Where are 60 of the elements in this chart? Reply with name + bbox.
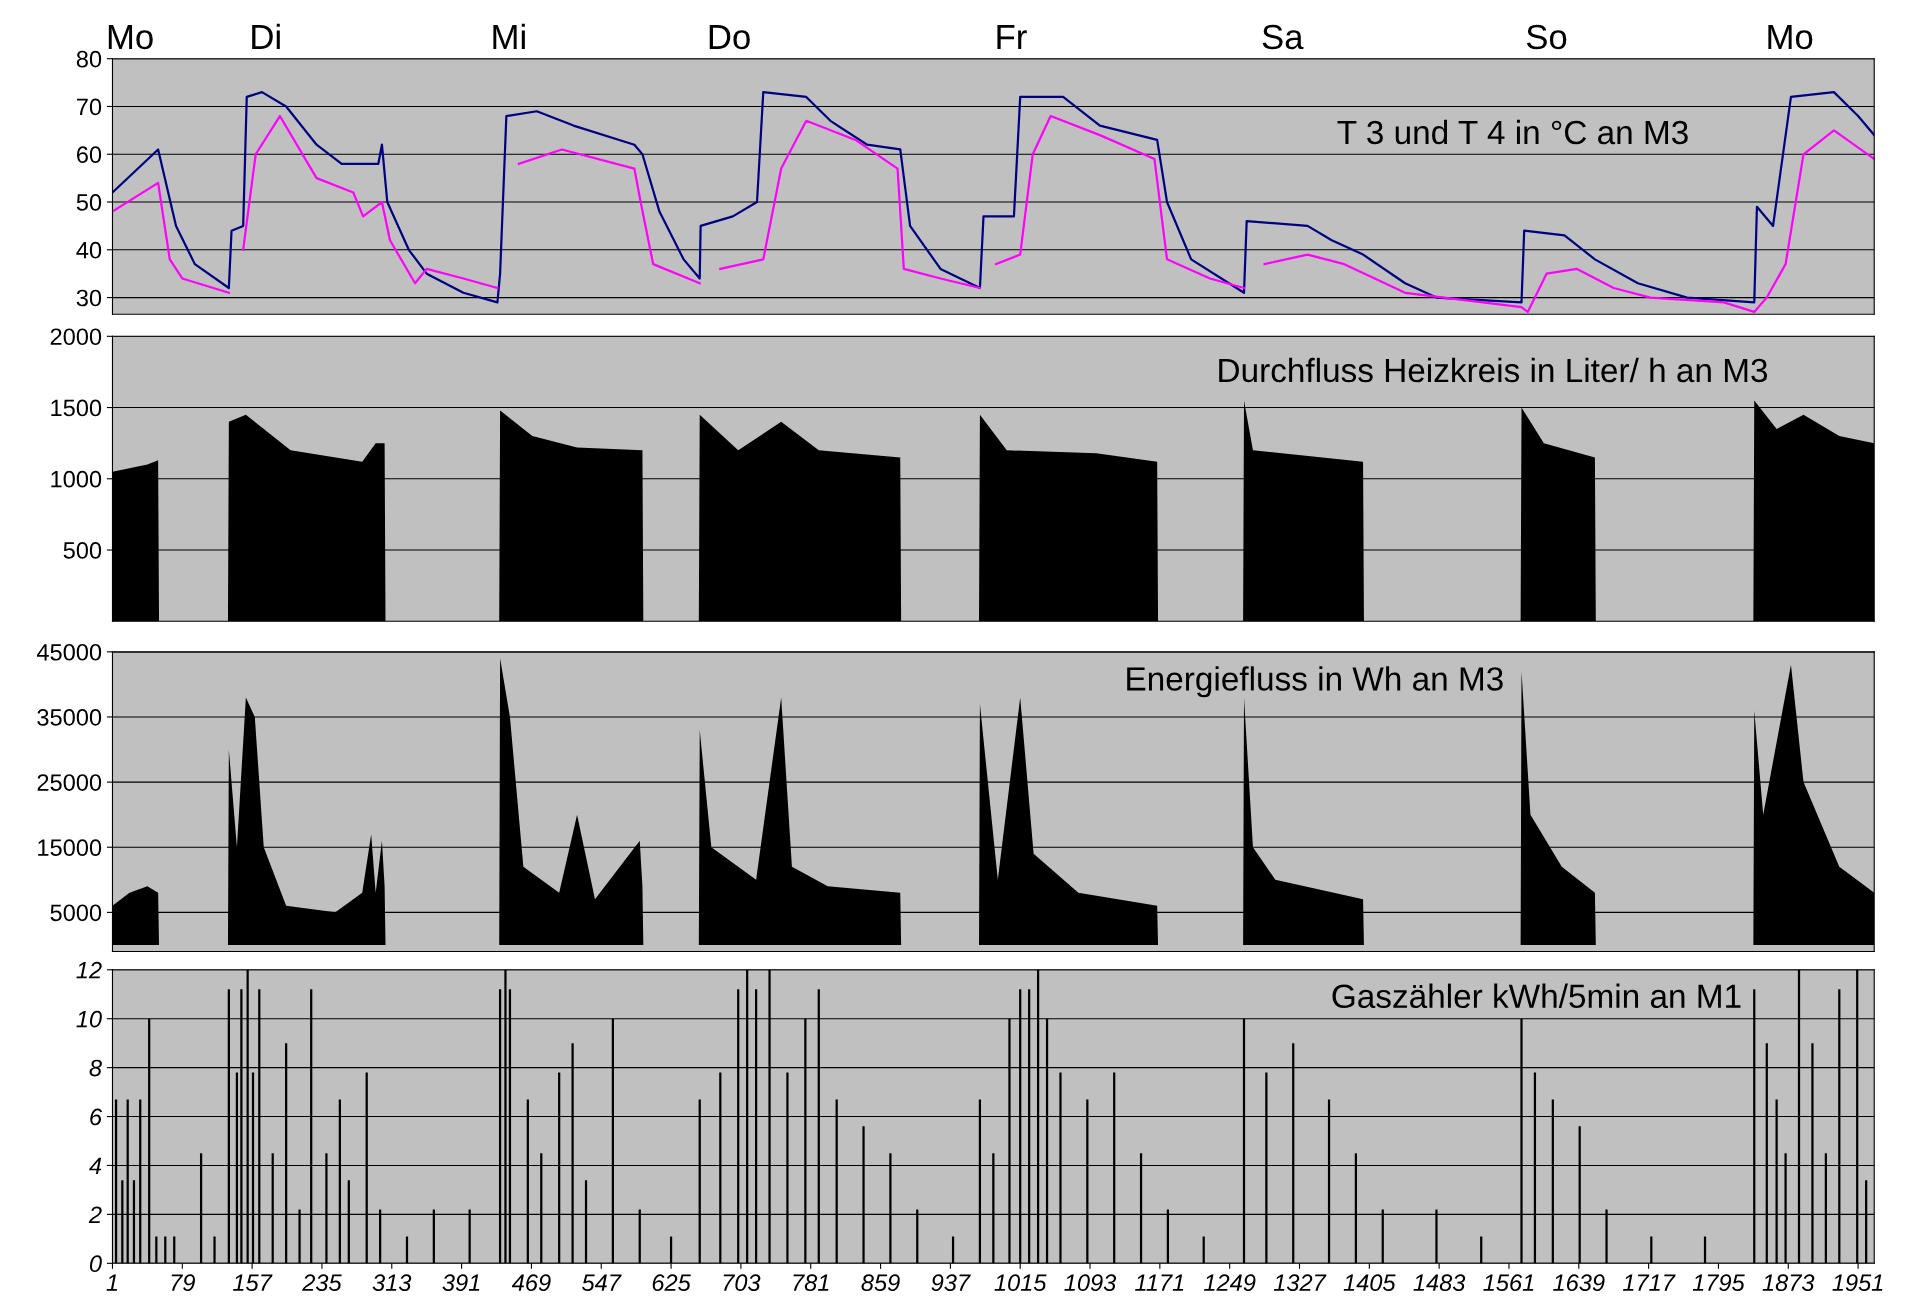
x-tick-label: 1483 <box>1413 1274 1466 1292</box>
y-tick-label: 80 <box>76 50 102 68</box>
y-tick-label: 12 <box>76 961 102 979</box>
x-tick-label: 157 <box>233 1274 273 1292</box>
text: Mi <box>493 23 525 49</box>
x-tick-label: 1171 <box>1135 1274 1184 1291</box>
y-tick-label: 6 <box>90 1108 103 1126</box>
x-tick-label: 1327 <box>1273 1274 1327 1292</box>
x-tick-label: 625 <box>652 1274 691 1292</box>
y-tick-label: 60 <box>77 146 102 164</box>
text: Fr <box>997 25 1027 49</box>
text: Mo <box>1768 25 1813 50</box>
x-tick-label: 859 <box>861 1274 900 1292</box>
text: Do <box>709 25 750 50</box>
annotation: Gaszähler kWh/5min an M1 <box>1332 983 1741 1009</box>
x-tick-label: 1249 <box>1204 1274 1256 1292</box>
annotation: T 3 und T 4 in °C an M3 <box>1337 119 1688 145</box>
y-tick-label: 35000 <box>37 709 102 726</box>
annotation: Durchfluss Heizkreis in Liter/ h an M3 <box>1219 357 1768 383</box>
x-tick-label: 937 <box>931 1274 971 1292</box>
y-tick-label: 25000 <box>37 774 102 791</box>
x-tick-label: 1 <box>106 1274 118 1291</box>
x-tick-label: 235 <box>302 1274 342 1292</box>
y-tick-label: 45000 <box>36 643 102 661</box>
x-tick-label: 313 <box>372 1274 412 1292</box>
y-tick-label: 1000 <box>51 470 102 488</box>
x-tick-label: 1795 <box>1692 1274 1745 1292</box>
x-tick-label: 391 <box>442 1274 480 1292</box>
x-tick-label: 1639 <box>1553 1274 1605 1292</box>
y-tick-label: 4 <box>89 1157 102 1175</box>
x-tick-label: 1717 <box>1622 1274 1676 1291</box>
y-tick-label: 10 <box>76 1010 102 1028</box>
x-tick-label: 469 <box>511 1274 551 1292</box>
x-tick-label: 1405 <box>1343 1274 1396 1292</box>
y-tick-label: 50 <box>76 194 102 211</box>
text: So <box>1526 24 1567 50</box>
y-tick-label: 30 <box>76 289 102 307</box>
y-tick-label: 70 <box>77 98 102 116</box>
annotation: Energiefluss in Wh an M3 <box>1127 666 1503 698</box>
x-tick-label: 79 <box>171 1274 195 1292</box>
y-tick-label: 500 <box>63 542 102 559</box>
y-tick-label: 0 <box>89 1255 102 1273</box>
text: Di <box>252 23 280 49</box>
text: Sa <box>1262 24 1304 50</box>
x-tick-label: 547 <box>582 1274 622 1292</box>
y-tick-label: 5000 <box>50 904 102 922</box>
y-tick-label: 2 <box>88 1206 102 1223</box>
x-tick-label: 703 <box>723 1274 761 1292</box>
x-tick-label: 1951 <box>1832 1274 1883 1292</box>
y-tick-label: 15000 <box>38 839 102 857</box>
x-tick-label: 1093 <box>1064 1274 1117 1292</box>
x-tick-label: 1561 <box>1483 1274 1534 1292</box>
y-tick-label: 1500 <box>51 399 102 417</box>
x-tick-label: 1015 <box>994 1274 1047 1292</box>
y-tick-label: 2000 <box>50 328 102 346</box>
y-tick-label: 8 <box>89 1059 102 1077</box>
text: Mo <box>108 25 153 50</box>
y-tick-label: 40 <box>76 241 102 259</box>
x-tick-label: 781 <box>793 1274 829 1292</box>
x-tick-label: 1873 <box>1762 1274 1815 1292</box>
